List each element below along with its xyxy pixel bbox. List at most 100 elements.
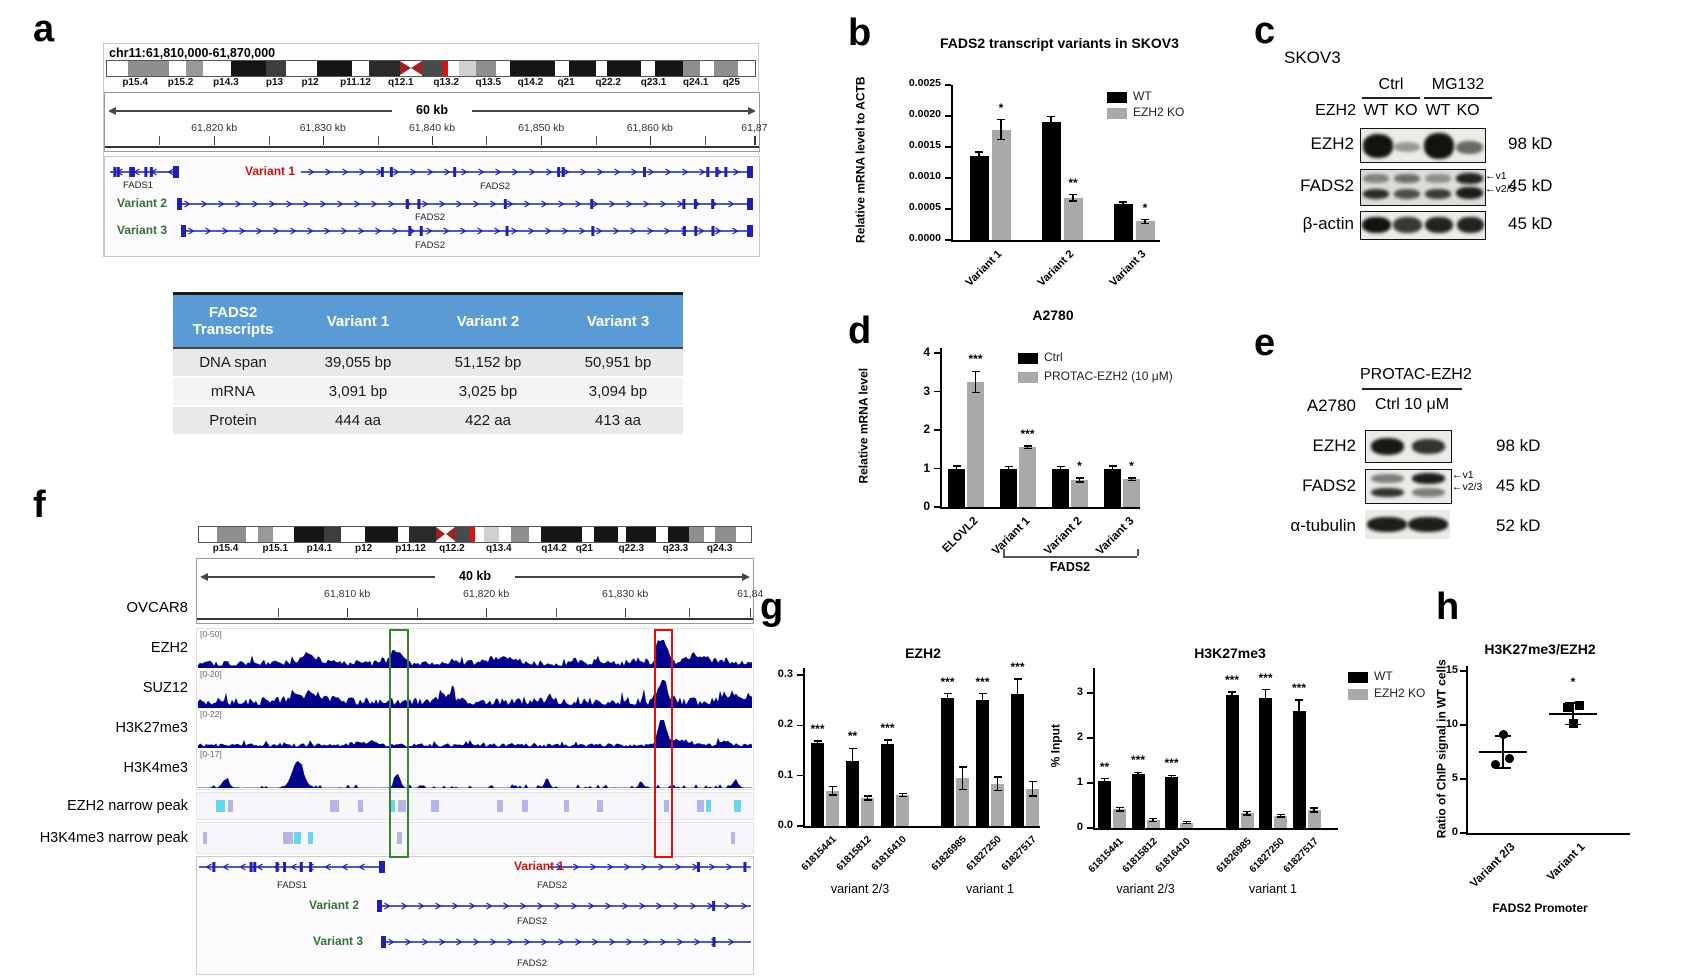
error-bar: [974, 371, 977, 393]
significance-stars: **: [1068, 175, 1078, 190]
scale-arrow-left: [200, 572, 208, 581]
y-tick: [934, 390, 940, 393]
narrow-peak-mark: [294, 832, 302, 844]
error-cap-bottom: [1243, 814, 1251, 816]
error-cap-bottom: [1167, 778, 1176, 780]
ruler-minor-tick: [704, 136, 706, 145]
protein-band: [1408, 517, 1448, 532]
y-axis-label: % Input: [1048, 724, 1063, 768]
coverage-H3K4me3: [198, 761, 752, 788]
bar-EZH2 KO-61815441: [1113, 809, 1126, 828]
panel-a-genome-browser: chr11:61,810,000-61,870,000 p15.4 p15.2 p14…: [103, 43, 768, 257]
error-cap-top: [978, 692, 987, 695]
legend-swatch: [1348, 689, 1368, 700]
error-cap-top: [958, 766, 967, 768]
error-cap-bottom: [863, 799, 872, 801]
bar-WT-61827250: [976, 700, 989, 826]
variant-2-label: Variant 2: [117, 196, 168, 210]
bar-EZH2 KO-61827517: [1026, 788, 1039, 826]
centromere-left: [399, 61, 411, 75]
x-axis: [1093, 828, 1338, 830]
chart-title: H3K27me3: [1194, 645, 1266, 661]
error-cap-bottom: [1075, 481, 1084, 483]
y-tick: [1087, 782, 1093, 784]
narrow-peak-mark: [730, 832, 735, 844]
cytoband-label: p12: [354, 543, 373, 554]
narrow-peak-mark: [397, 832, 403, 844]
lane-label: WT: [1425, 102, 1451, 119]
error-bar: [1279, 814, 1282, 818]
blot-ezh2: [1365, 430, 1452, 463]
cytoband-label: q13.4: [486, 543, 512, 554]
error-bar: [1031, 781, 1034, 796]
error-bar: [816, 740, 819, 745]
fads2-transcripts-table: FADS2 Transcripts Variant 1 Variant 2 Varia…: [173, 292, 683, 436]
coordinate-label: 61,87: [741, 122, 768, 134]
coverage-H3K27me3: [198, 720, 752, 748]
error-cap-bottom: [1127, 479, 1136, 482]
error-cap-bottom: [1047, 127, 1055, 129]
y-tick: [797, 825, 803, 827]
error-cap-top: [1127, 477, 1136, 479]
whisker-cap: [1565, 702, 1581, 704]
error-bar: [1264, 689, 1267, 706]
blot-target-label: β-actin: [1302, 214, 1354, 233]
error-cap-top: [1295, 699, 1303, 701]
ruler-tick: [754, 136, 756, 145]
protein-band: [1394, 174, 1420, 183]
cytoband-label: p14.3: [213, 77, 239, 88]
track-row-H3K27me3: [0-22]: [197, 709, 753, 749]
error-cap-top: [997, 118, 1005, 121]
track-range-label: [0-22]: [200, 709, 222, 719]
error-cap-bottom: [975, 159, 983, 162]
bar-EZH2 KO-61816410: [1180, 822, 1193, 828]
significance-stars: **: [847, 729, 858, 744]
narrow-peak-mark: [216, 800, 226, 812]
error-cap-bottom: [1295, 721, 1303, 724]
legend-label: EZH2 KO: [1374, 686, 1426, 700]
cell-line-label: OVCAR8: [126, 599, 188, 616]
y-tick-label: 5: [1451, 772, 1458, 784]
cytoband-label: q12.1: [388, 77, 414, 88]
bar-EZH2 KO-61816410: [896, 794, 909, 826]
cytoband: [499, 527, 511, 542]
highlight-box-green: [389, 629, 409, 858]
error-cap-bottom: [1149, 820, 1157, 822]
cytoband-label: q13.5: [475, 77, 502, 88]
legend-label: WT: [1374, 669, 1393, 683]
cytoband: [365, 527, 398, 542]
error-bar: [851, 748, 854, 773]
ruler-tick: [649, 136, 651, 145]
data-point: [1504, 753, 1514, 763]
blot-size-label: 52 kD: [1496, 516, 1541, 535]
cytoband: [656, 527, 668, 542]
y-tick-label: 0.0005: [908, 201, 941, 213]
table-cell: 3,025 bp: [423, 377, 553, 407]
error-cap-top: [1013, 678, 1022, 680]
bar-WT-61815441: [1098, 780, 1111, 828]
y-axis-label: Relative mRNA level: [856, 367, 871, 484]
significance-stars: ***: [880, 720, 895, 735]
narrow-peak-mark: [497, 800, 504, 812]
locus-label: chr11:61,810,000-61,870,000: [109, 46, 276, 60]
cytoband-label: q13.2: [433, 77, 459, 88]
narrow-peak-mark: [283, 832, 294, 844]
cytoband: [528, 527, 541, 542]
cytoband: [475, 61, 497, 76]
x-axis: [803, 826, 1040, 828]
error-bar: [866, 795, 869, 800]
bar-PROTAC-EZH2 (10 μM)-Variant 1: [1019, 447, 1036, 507]
cytoband: [510, 61, 556, 76]
table-cell: 50,951 bp: [553, 348, 683, 378]
table-header-cell: Variant 3: [553, 292, 683, 349]
data-point: [1498, 730, 1508, 740]
track-range-label: [0-17]: [200, 749, 222, 759]
error-cap-top: [1276, 813, 1285, 816]
y-tick-label: 0: [923, 499, 930, 513]
panel-d-label: d: [848, 310, 872, 352]
blot-tubulin: [1365, 510, 1450, 539]
y-axis-label: Relative mRNA level to ACTB: [853, 76, 868, 243]
error-cap-top: [883, 739, 892, 741]
track-name-label: H3K4me3 narrow peak: [39, 830, 188, 846]
bar-EZH2 KO-61827250: [991, 783, 1004, 826]
